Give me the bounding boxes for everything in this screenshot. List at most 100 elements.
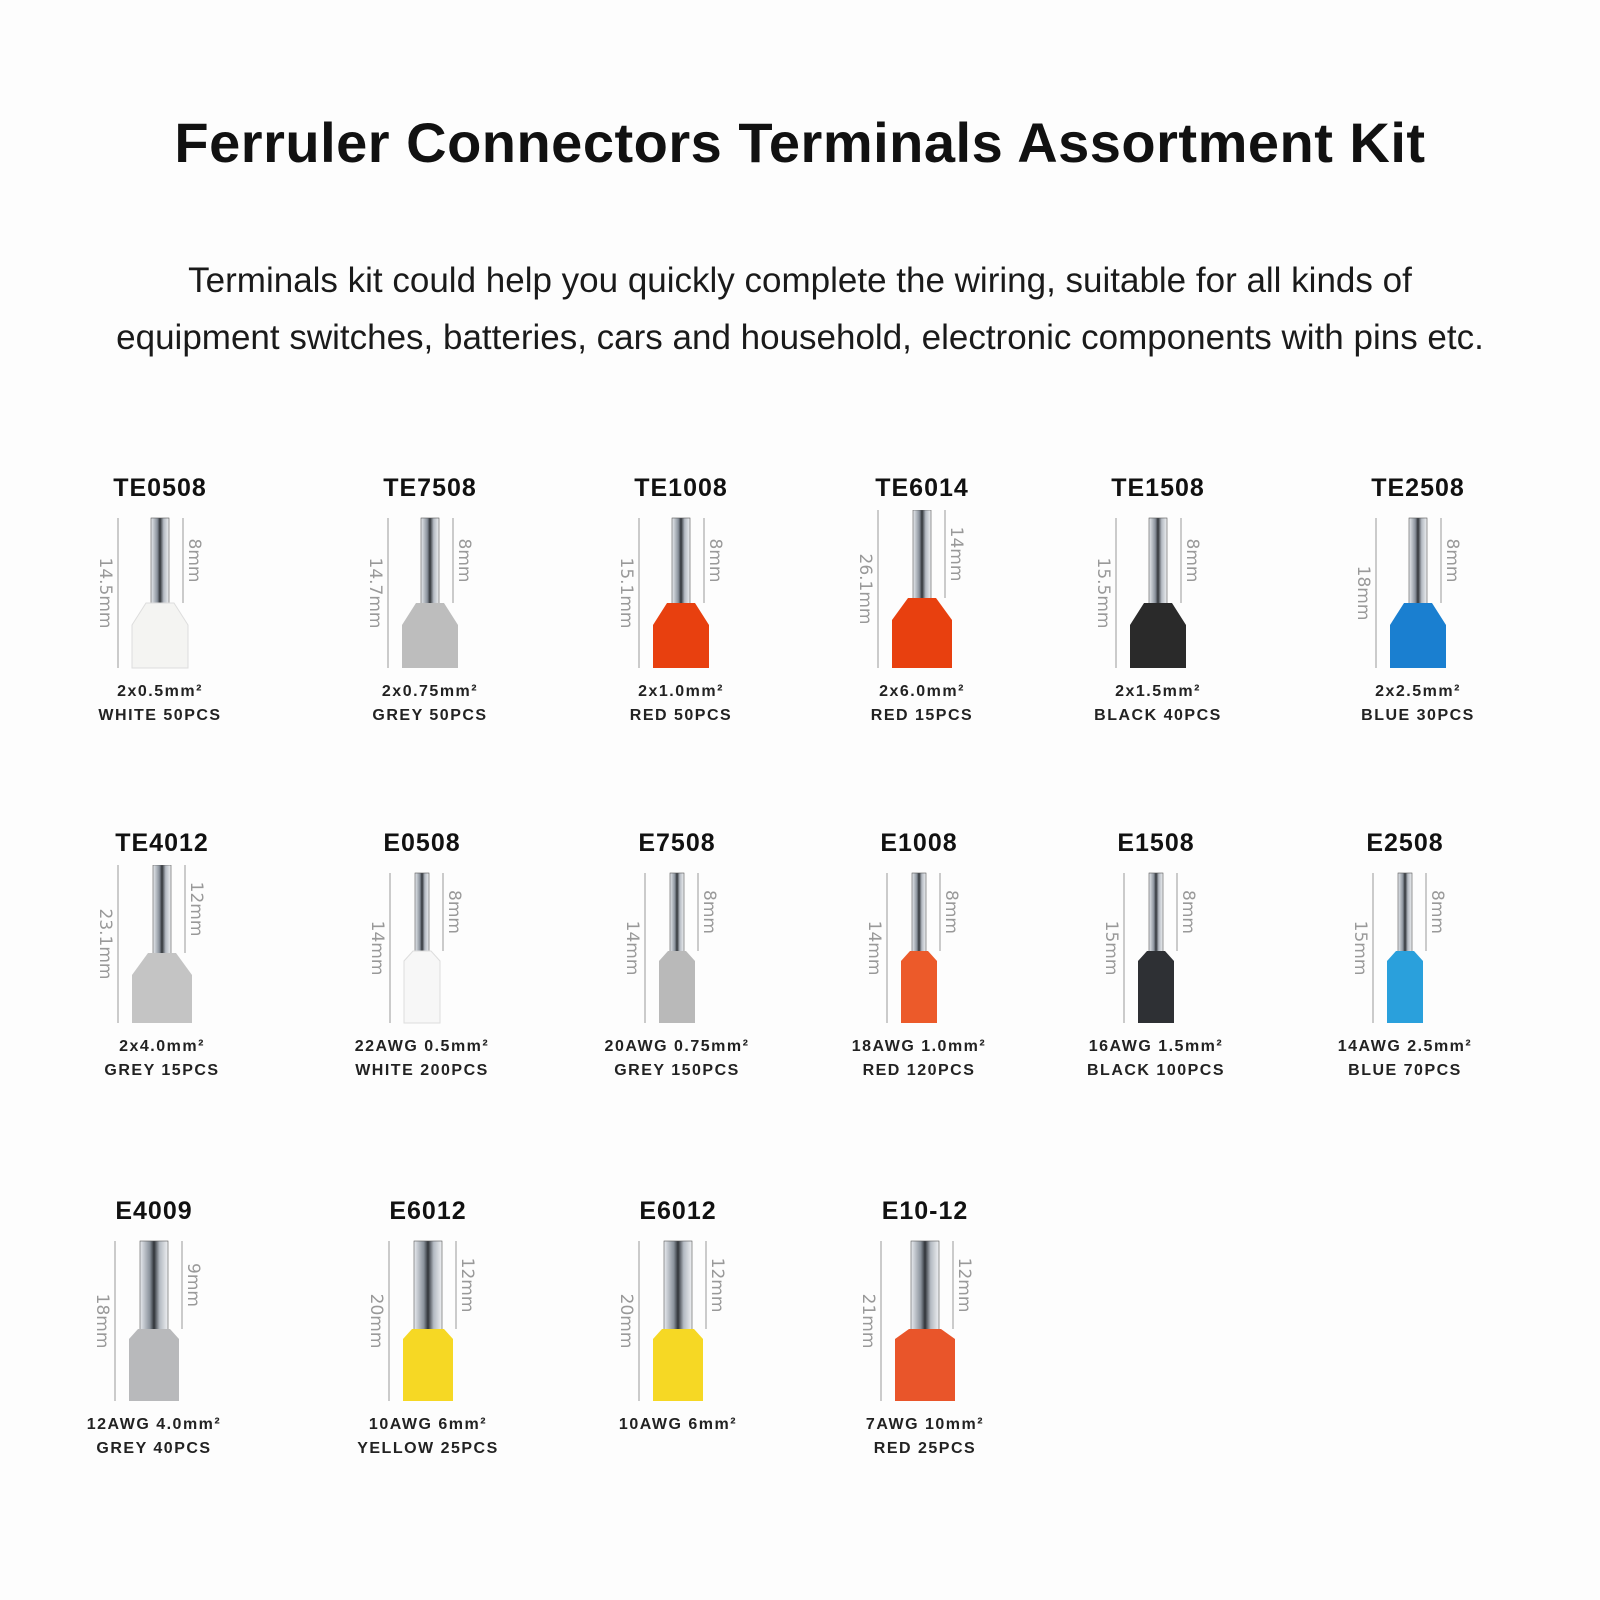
terminal-code: E1508: [1117, 829, 1195, 857]
terminal-spec: 10AWG 6mm²: [618, 1416, 738, 1433]
pin-length-label: 8mm: [941, 890, 961, 934]
terminal-spec: 20AWG 0.75mm²: [604, 1038, 750, 1055]
terminal-item: E4009 18mm 9mm 12AWG 4.0mm² GREY 40PCS: [44, 1197, 264, 1461]
terminal-spec: 2x0.75mm²: [381, 683, 479, 700]
insulation-sleeve: [1138, 951, 1174, 1023]
metal-pin: [1397, 872, 1413, 956]
description-line-1: Terminals kit could help you quickly com…: [188, 261, 1412, 300]
terminal-spec: 22AWG 0.5mm²: [354, 1038, 490, 1055]
terminal-qty: GREY 50PCS: [372, 707, 488, 724]
terminal-spec: 2x4.0mm²: [119, 1038, 205, 1055]
terminal-code: TE7508: [383, 474, 477, 502]
insulation-sleeve: [653, 1329, 703, 1401]
terminal-item: E7508 14mm 8mm 20AWG 0.75mm² GREY 150PCS: [567, 829, 787, 1083]
ferrule-illustration: 23.1mm 12mm: [95, 865, 206, 1023]
ferrule-illustration: 15.1mm 8mm: [616, 517, 725, 668]
ferrule-illustration: 14mm 8mm: [622, 872, 719, 1023]
metal-pin: [413, 1240, 443, 1334]
metal-pin: [414, 872, 430, 956]
total-length-label: 14.7mm: [365, 558, 385, 629]
metal-pin: [663, 1240, 693, 1334]
insulation-sleeve: [1387, 951, 1423, 1023]
pin-length-label: 8mm: [1178, 890, 1198, 934]
total-length-label: 15mm: [1101, 921, 1121, 976]
insulation-sleeve: [892, 598, 952, 668]
ferrule-illustration: 20mm 12mm: [616, 1240, 727, 1401]
terminal-spec: 2x0.5mm²: [117, 683, 203, 700]
ferrule-illustration: 15mm 8mm: [1350, 872, 1447, 1023]
terminal-code: E6012: [389, 1197, 467, 1225]
terminal-code: E2508: [1366, 829, 1444, 857]
terminal-qty: GREY 150PCS: [614, 1062, 740, 1079]
terminal-spec: 16AWG 1.5mm²: [1088, 1038, 1224, 1055]
total-length-label: 14mm: [864, 921, 884, 976]
terminal-spec: 14AWG 2.5mm²: [1337, 1038, 1473, 1055]
ferrule-illustration: 20mm 12mm: [366, 1240, 477, 1401]
terminal-code: TE0508: [113, 474, 207, 502]
total-length-label: 26.1mm: [855, 554, 875, 625]
total-length-label: 21mm: [858, 1294, 878, 1349]
pin-length-label: 8mm: [1182, 539, 1202, 583]
terminal-qty: GREY 40PCS: [96, 1440, 212, 1457]
terminal-item: TE4012 23.1mm 12mm 2x4.0mm² GREY 15PCS: [52, 829, 272, 1083]
total-length-label: 15.1mm: [616, 558, 636, 629]
terminal-code: TE4012: [115, 829, 209, 857]
total-length-label: 14mm: [622, 921, 642, 976]
ferrule-illustration: 15.5mm 8mm: [1093, 517, 1202, 668]
pin-length-label: 8mm: [1427, 890, 1447, 934]
terminal-code: E6012: [639, 1197, 717, 1225]
terminal-qty: BLUE 70PCS: [1348, 1062, 1462, 1079]
terminal-item: TE0508 14.5mm 8mm 2x0.5mm² WHITE 50PCS: [50, 474, 270, 728]
pin-length-label: 8mm: [444, 890, 464, 934]
ferrule-illustration: 15mm 8mm: [1101, 872, 1198, 1023]
terminal-qty: RED 15PCS: [870, 707, 974, 724]
terminal-code: TE2508: [1371, 474, 1465, 502]
pin-length-label: 8mm: [184, 539, 204, 583]
pin-length-label: 12mm: [707, 1258, 727, 1313]
insulation-sleeve: [132, 953, 192, 1023]
metal-pin: [1148, 517, 1168, 608]
total-length-label: 15mm: [1350, 921, 1370, 976]
terminal-qty: BLUE 30PCS: [1361, 707, 1475, 724]
ferrule-illustration: 21mm 12mm: [858, 1240, 974, 1401]
terminal-spec: 10AWG 6mm²: [368, 1416, 488, 1433]
pin-length-label: 12mm: [186, 882, 206, 937]
terminal-code: E7508: [638, 829, 716, 857]
terminal-item: E0508 14mm 8mm 22AWG 0.5mm² WHITE 200PCS: [312, 829, 532, 1083]
insulation-sleeve: [1130, 603, 1186, 668]
insulation-sleeve: [901, 951, 937, 1023]
terminal-qty: GREY 15PCS: [104, 1062, 220, 1079]
description-line-2: equipment switches, batteries, cars and …: [116, 318, 1484, 357]
terminal-item: E2508 15mm 8mm 14AWG 2.5mm² BLUE 70PCS: [1295, 829, 1515, 1083]
terminal-qty: YELLOW 25PCS: [357, 1440, 499, 1457]
terminal-code: E1008: [880, 829, 958, 857]
terminal-code: E0508: [383, 829, 461, 857]
ferrule-illustration: 18mm 8mm: [1353, 517, 1462, 668]
pin-length-label: 14mm: [946, 527, 966, 582]
terminal-qty: RED 25PCS: [873, 1440, 977, 1457]
insulation-sleeve: [895, 1329, 955, 1401]
ferrule-illustration: 14mm 8mm: [367, 872, 464, 1024]
insulation-sleeve: [403, 1329, 453, 1401]
terminal-item: TE2508 18mm 8mm 2x2.5mm² BLUE 30PCS: [1308, 474, 1528, 728]
terminal-spec: 2x2.5mm²: [1375, 683, 1461, 700]
pin-length-label: 12mm: [457, 1258, 477, 1313]
pin-length-label: 8mm: [705, 539, 725, 583]
ferrule-illustration: 14mm 8mm: [864, 872, 961, 1023]
terminal-qty: WHITE 50PCS: [98, 707, 222, 724]
terminal-item: E1508 15mm 8mm 16AWG 1.5mm² BLACK 100PCS: [1046, 829, 1266, 1083]
metal-pin: [152, 865, 172, 958]
ferrule-illustration: 18mm 9mm: [92, 1240, 203, 1401]
ferrule-illustration: 14.5mm 8mm: [95, 517, 204, 669]
terminal-code: E4009: [115, 1197, 193, 1225]
total-length-label: 23.1mm: [95, 909, 115, 980]
terminal-item: TE7508 14.7mm 8mm 2x0.75mm² GREY 50PCS: [320, 474, 540, 728]
terminal-spec: 12AWG 4.0mm²: [86, 1416, 222, 1433]
terminal-spec: 2x1.0mm²: [638, 683, 724, 700]
metal-pin: [139, 1240, 169, 1334]
terminal-qty: BLACK 100PCS: [1086, 1062, 1226, 1079]
terminal-code: TE1008: [634, 474, 728, 502]
insulation-sleeve: [1390, 603, 1446, 668]
description: Terminals kit could help you quickly com…: [0, 252, 1600, 366]
terminal-spec: 2x6.0mm²: [879, 683, 965, 700]
